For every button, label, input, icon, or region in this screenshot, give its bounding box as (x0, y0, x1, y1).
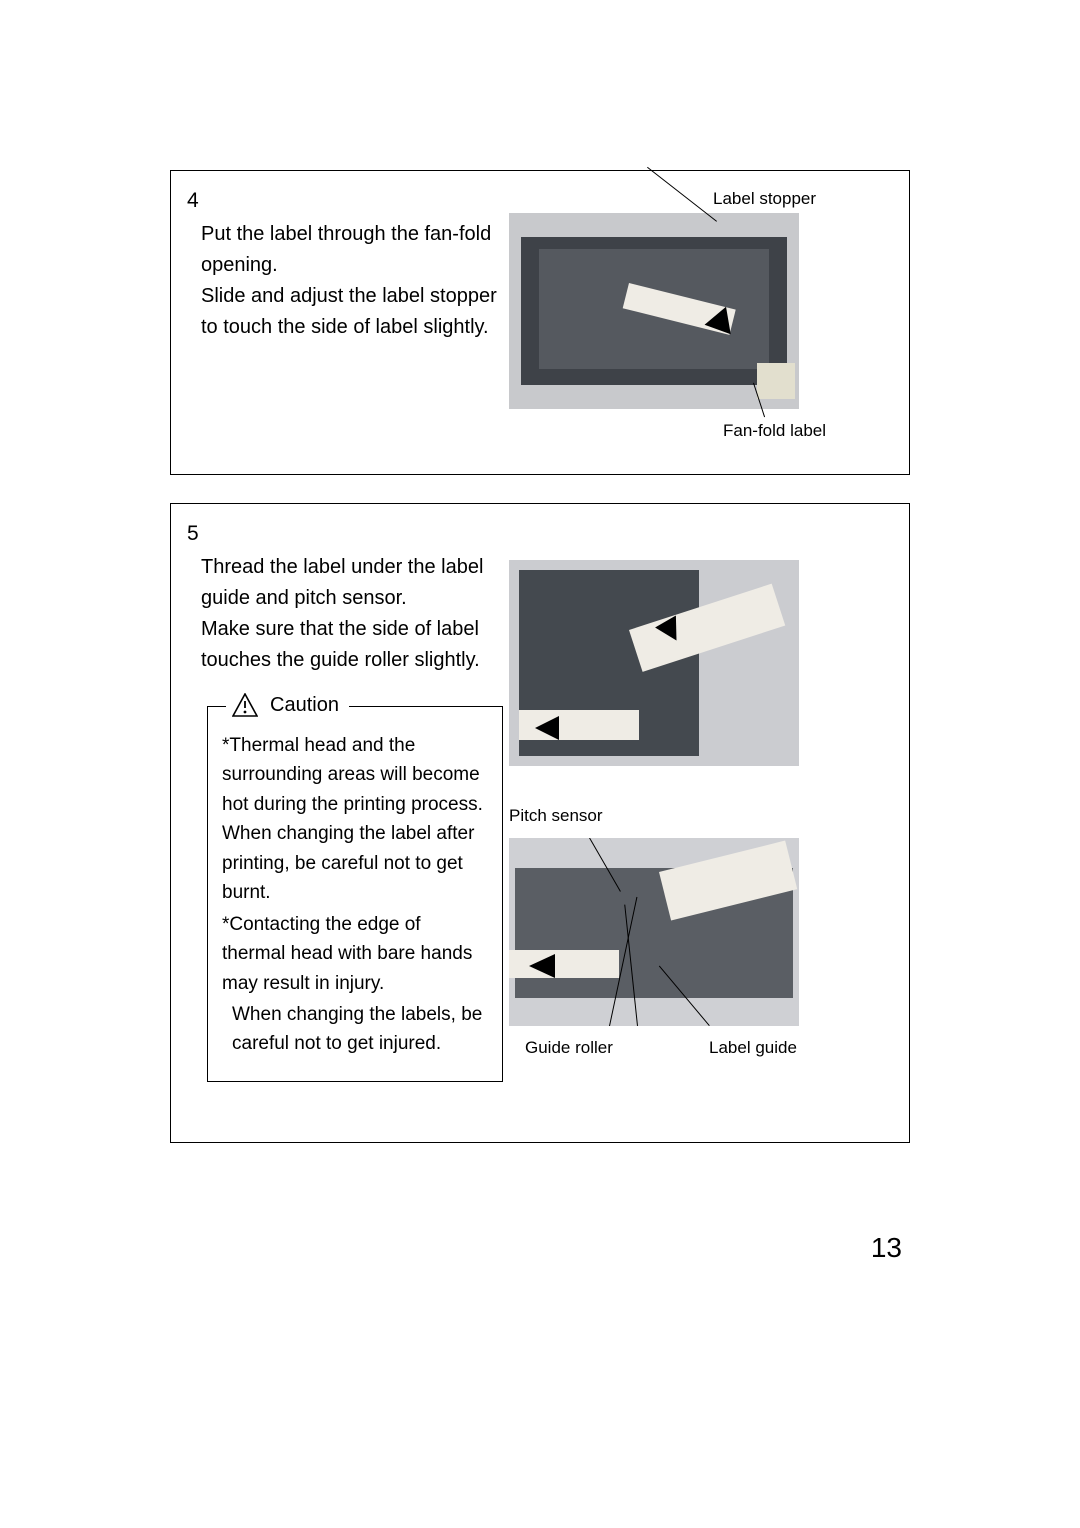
step-5-number: 5 (187, 522, 893, 546)
step-5-box: 5 Thread the label under the label guide… (170, 503, 910, 1143)
step-5-line-2: Make sure that the side of label touches… (201, 614, 501, 676)
step-5-photo-upper (509, 560, 799, 766)
callout-label-stopper: Label stopper (713, 189, 816, 209)
step-5-photo-lower (509, 838, 799, 1026)
step-4-box: 4 Put the label through the fan-fold ope… (170, 170, 910, 475)
arrow-icon (529, 954, 555, 978)
callout-pitch-sensor: Pitch sensor (509, 806, 603, 826)
label-strip-out (509, 950, 619, 978)
step-5-text: Thread the label under the label guide a… (201, 552, 501, 1082)
step-4-text: Put the label through the fan-fold openi… (201, 219, 501, 343)
fanfold-stack (757, 363, 795, 399)
caution-item-2: *Contacting the edge of thermal head wit… (222, 910, 488, 998)
page-number: 13 (871, 1232, 902, 1264)
step-4-line-1: Put the label through the fan-fold openi… (201, 219, 501, 281)
arrow-icon (535, 716, 559, 740)
step-4-line-2: Slide and adjust the label stopper to to… (201, 281, 501, 343)
callout-guide-roller: Guide roller (525, 1038, 613, 1058)
caution-item-3: When changing the labels, be careful not… (222, 1000, 488, 1059)
caution-item-1: *Thermal head and the surrounding areas … (222, 731, 488, 908)
caution-label: Caution (270, 694, 339, 717)
manual-page: 4 Put the label through the fan-fold ope… (170, 170, 910, 1143)
callout-fanfold: Fan-fold label (723, 421, 826, 441)
callout-label-guide: Label guide (709, 1038, 797, 1058)
caution-legend: Caution (226, 693, 349, 717)
warning-icon (232, 693, 258, 717)
step-4-photo (509, 213, 799, 409)
step-5-line-1: Thread the label under the label guide a… (201, 552, 501, 614)
caution-box: Caution *Thermal head and the surroundin… (207, 706, 503, 1082)
